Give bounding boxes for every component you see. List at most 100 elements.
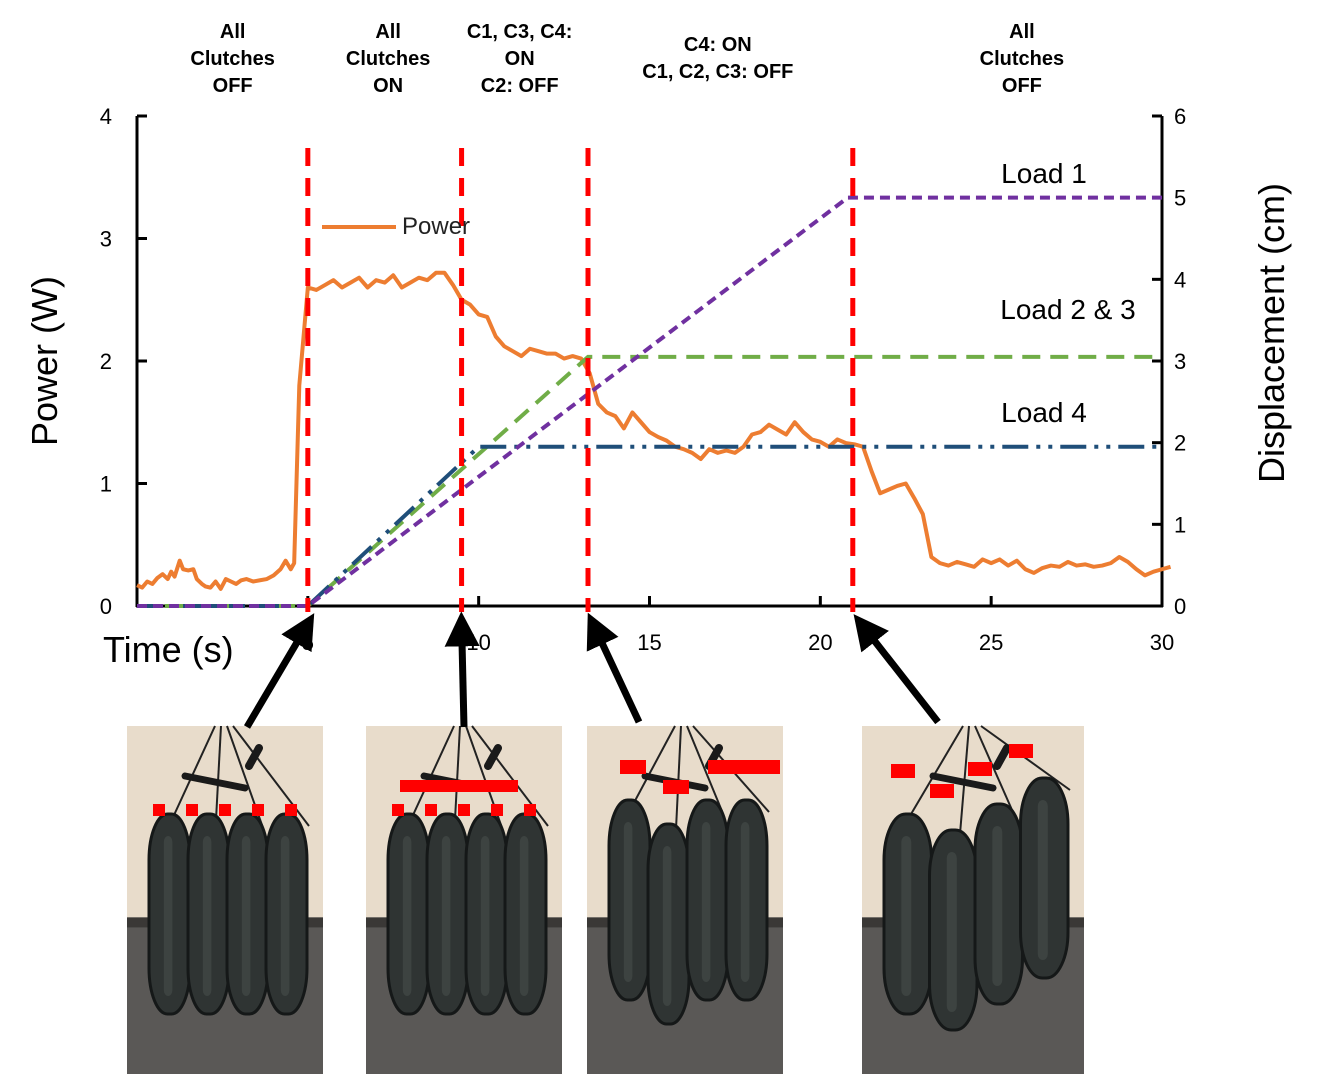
y-right-tick-label: 2 [1174,431,1186,456]
photo-marker [285,804,297,816]
photo-spring [993,744,1011,770]
series-label: Load 1 [1001,158,1087,189]
legend-label: Power [402,213,470,240]
phase-annotation-line: ON [373,75,403,97]
photo-spring [484,744,502,770]
photo-marker [1009,744,1033,758]
series-label: Load 4 [1001,397,1087,428]
phase-annotation-line: C2: OFF [481,75,559,97]
photo-plate-highlight [163,836,173,996]
photo-spring [245,744,263,770]
series: Load 1 Load 2 & 3 Load 4 [136,158,1172,608]
y-axis-right-title: Displacement (cm) [1251,183,1292,483]
photo-plate-highlight [946,852,957,1012]
phase-annotation-line: C1, C2, C3: OFF [642,61,793,83]
phase-annotation-line: C4: ON [684,34,752,56]
callout-arrow [853,614,941,725]
photo-marker [219,804,231,816]
phase-annotation-line: ON [505,48,535,70]
photo-rod [181,772,249,792]
phase-annotation-line: OFF [1002,75,1042,97]
photo-plate-highlight [662,846,672,1006]
photo-marker [491,804,503,816]
photo-all-off [127,725,323,1074]
photo-marker [524,804,536,816]
photo-marker [968,762,992,776]
photo-plate-highlight [701,822,711,982]
photo-marker [252,804,264,816]
phase-annotation-line: All [1009,21,1035,43]
legend: Power [322,213,470,240]
phase-annotations: All Clutches OFF All Clutches ON C1, C3, C4: ON… [190,21,1064,97]
photo-panels [127,725,1084,1074]
x-tick-label: 20 [808,630,832,655]
photo-plate-highlight [402,836,412,996]
x-tick-label: 15 [637,630,661,655]
photo-all-on [366,725,562,1074]
callout-arrow [444,611,480,728]
phase-annotation-line: C1, C3, C4: [467,21,573,43]
photo-plate-highlight [441,836,451,996]
photo-plate-highlight [519,836,529,996]
photo-marker [620,760,646,774]
y-right-tick-label: 6 [1174,104,1186,129]
photo-rod [929,772,997,792]
y-right-tick-label: 1 [1174,512,1186,537]
x-tick-label: 10 [466,630,490,655]
photo-plate-highlight [480,836,490,996]
phase-annotation-line: Clutches [346,48,430,70]
callout-arrow [243,613,315,729]
photo-plate-highlight [740,822,750,982]
y-right-tick-label: 5 [1174,186,1186,211]
photo-c2-off [587,725,783,1074]
phase-annotation: All Clutches ON [346,21,430,97]
photo-plate-highlight [992,826,1003,986]
photo-plate-highlight [241,836,251,996]
y-left-tick-label: 4 [100,104,112,129]
x-tick-label: 30 [1150,630,1174,655]
y-right-tick-label: 0 [1174,594,1186,619]
photo-c4-only [862,725,1084,1074]
event-lines [305,148,856,612]
y-left-tick-label: 1 [100,472,112,497]
phase-annotation: All Clutches OFF [980,21,1064,97]
y-axis-left-title: Power (W) [24,276,65,446]
y-right-tick-label: 4 [1174,267,1186,292]
photo-plate-highlight [901,836,912,996]
y-left-tick-label: 3 [100,227,112,252]
callout-arrow [586,612,643,724]
phase-annotation-line: All [375,21,401,43]
photo-plate-highlight [202,836,212,996]
photo-plate-highlight [623,822,633,982]
photo-string [214,725,222,827]
photo-marker [392,804,404,816]
photo-marker [891,764,915,778]
series-displacement-line [137,444,1162,608]
photo-string [686,725,724,813]
photo-marker [425,804,437,816]
series-label: Load 2 & 3 [1000,294,1135,325]
photo-string [628,725,676,813]
photo-plate-highlight [1037,800,1048,960]
series-power-line [136,270,1172,591]
photo-string [974,725,1016,817]
phase-annotation-line: OFF [213,75,253,97]
x-axis-title: Time (s) [103,629,234,670]
y-left-tick-label: 2 [100,349,112,374]
photo-plate-highlight [280,836,290,996]
y-right-tick-label: 3 [1174,349,1186,374]
series-displacement-line [137,195,1162,608]
phase-annotation: All Clutches OFF [190,21,274,97]
phase-annotation: C1, C3, C4: ON C2: OFF [467,21,573,97]
phase-annotation-line: All [220,21,246,43]
x-tick-label: 25 [979,630,1003,655]
phase-annotation: C4: ON C1, C2, C3: OFF [642,34,793,83]
photo-marker-bar [708,760,780,774]
photo-marker [930,784,954,798]
photo-marker-bar [400,780,518,792]
photo-marker [458,804,470,816]
y-left-tick-label: 0 [100,594,112,619]
phase-annotation-line: Clutches [190,48,274,70]
photo-marker [663,780,689,794]
